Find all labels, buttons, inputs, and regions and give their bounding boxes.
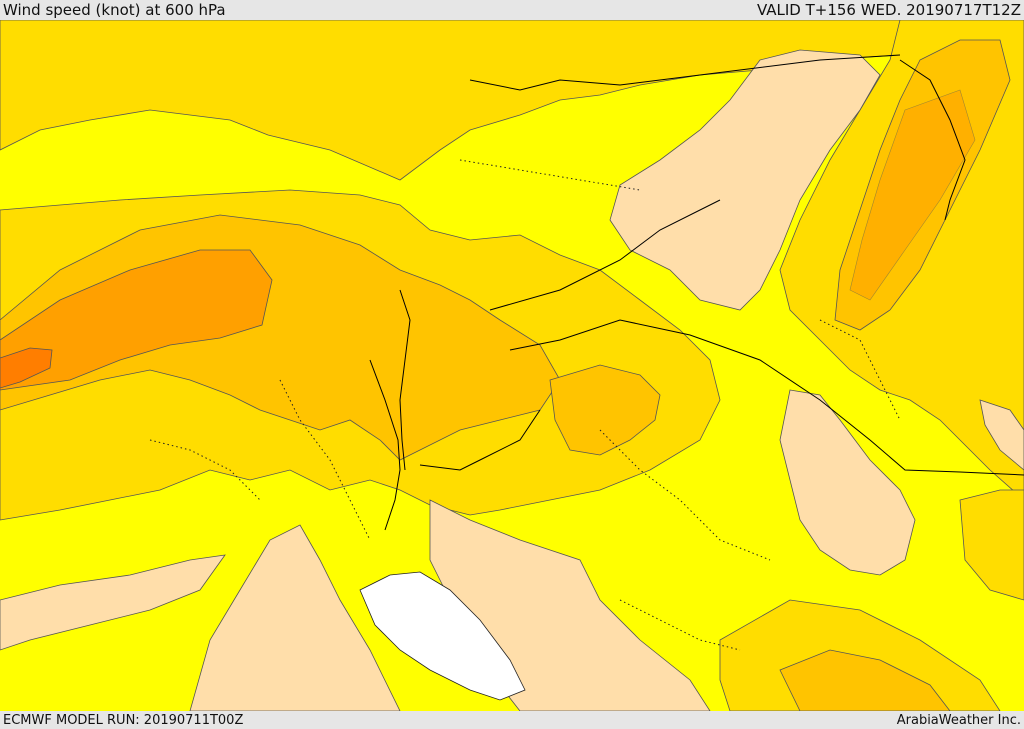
wind-speed-map (0, 20, 1024, 711)
field-dark-orange (0, 347, 53, 389)
valid-time: VALID T+156 WED. 20190717T12Z (756, 1, 1021, 19)
map-title: Wind speed (knot) at 600 hPa (3, 1, 226, 19)
border-syria-iraq (489, 199, 721, 311)
coast-sinai (369, 359, 401, 531)
field-light-sinai (189, 524, 401, 711)
field-light-syria (609, 49, 881, 311)
field-light-egypt (0, 554, 226, 651)
credit: ArabiaWeather Inc. (896, 712, 1021, 728)
field-light-ne (979, 399, 1024, 471)
border-jordan-saudi (419, 409, 541, 471)
field-amber-south (779, 649, 951, 711)
field-amber-jordan (549, 364, 661, 456)
model-run: ECMWF MODEL RUN: 20190711T00Z (3, 712, 244, 728)
borders (369, 54, 1024, 531)
border-jordan (509, 319, 1024, 476)
border-east (899, 59, 966, 221)
field-orange-core (0, 249, 273, 391)
admin-lines (149, 159, 901, 651)
sea-white (359, 571, 526, 701)
footer-bar: ECMWF MODEL RUN: 20190711T00Z ArabiaWeat… (0, 711, 1024, 729)
field-gold-se (959, 489, 1024, 601)
coast-levant (399, 289, 411, 471)
header-bar: Wind speed (knot) at 600 hPa VALID T+156… (0, 0, 1024, 20)
field-orange-east (849, 89, 976, 301)
field-light-saudi (779, 389, 916, 576)
border-north (469, 54, 901, 91)
